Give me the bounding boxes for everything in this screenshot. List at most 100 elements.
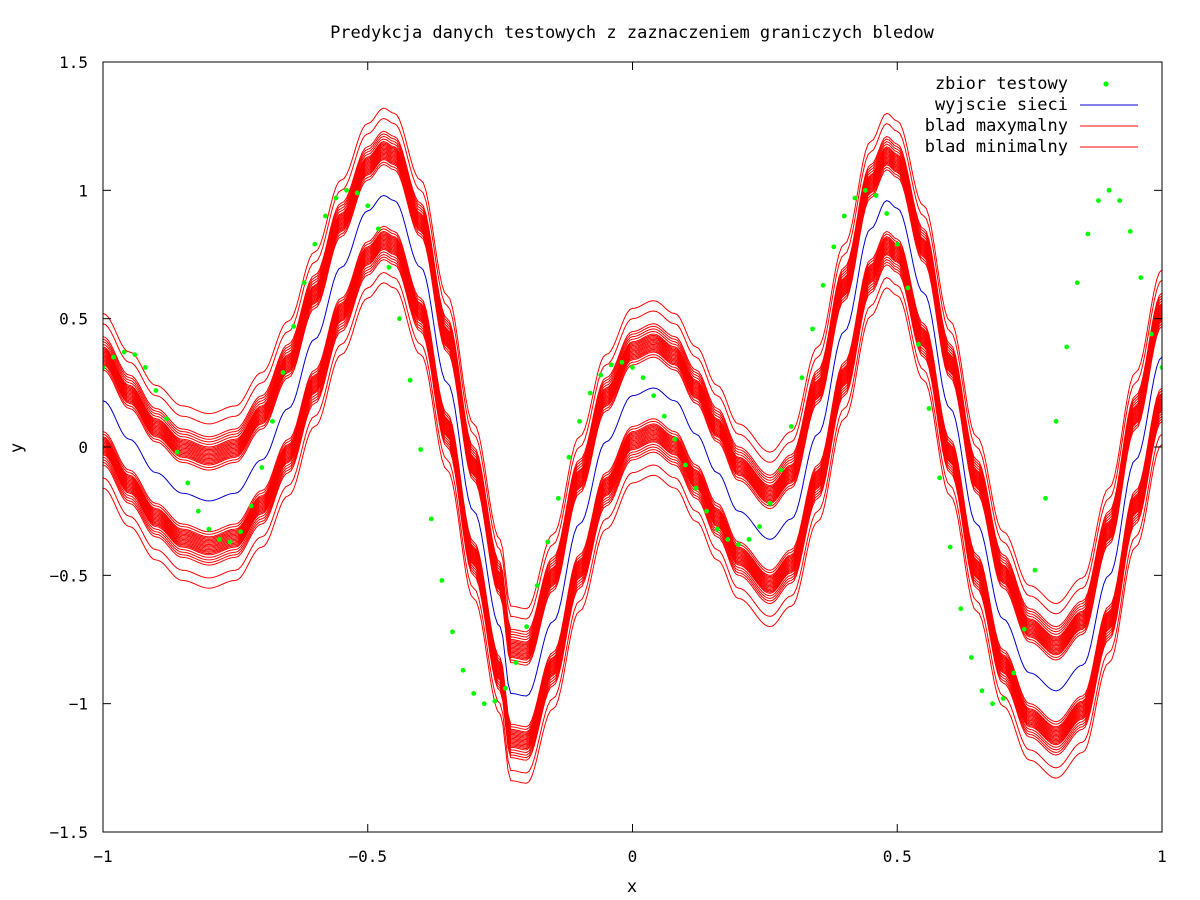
test-point xyxy=(651,393,657,399)
x-tick-label: −0.5 xyxy=(348,847,387,866)
test-point xyxy=(312,241,318,247)
test-point xyxy=(947,544,953,550)
test-point xyxy=(450,629,455,635)
chart-title: Predykcja danych testowych z zaznaczenie… xyxy=(330,23,935,43)
test-point xyxy=(185,480,191,486)
error-max-curve xyxy=(103,117,1162,620)
test-point xyxy=(270,418,275,424)
test-point xyxy=(1053,418,1059,424)
test-point xyxy=(1032,567,1038,573)
test-point xyxy=(746,537,752,542)
error-min-curve xyxy=(103,228,1162,730)
legend-label: blad maxymalny xyxy=(925,116,1068,136)
test-point xyxy=(111,354,116,360)
test-point xyxy=(1000,696,1006,701)
network-output-line xyxy=(103,194,1162,697)
test-point xyxy=(757,524,762,529)
error-max-curve xyxy=(103,133,1162,635)
test-point xyxy=(608,362,614,368)
test-point xyxy=(555,495,561,501)
test-point xyxy=(344,187,349,193)
test-point xyxy=(471,691,477,696)
x-tick-label: 0.5 xyxy=(883,847,912,866)
test-point xyxy=(291,323,297,329)
test-point xyxy=(354,190,360,196)
y-tick-label: 0.5 xyxy=(59,310,88,329)
error-min-curve xyxy=(103,251,1162,753)
test-point xyxy=(121,349,127,355)
test-point xyxy=(503,685,508,691)
test-point xyxy=(492,698,498,704)
test-point xyxy=(174,449,180,455)
test-point xyxy=(587,390,593,396)
error-min-curve xyxy=(103,271,1162,774)
test-point xyxy=(704,508,710,514)
test-point xyxy=(1149,331,1154,337)
test-point xyxy=(810,326,815,332)
test-point xyxy=(598,372,604,378)
test-point xyxy=(153,388,159,393)
test-point xyxy=(1043,495,1048,501)
legend-label: blad minimalny xyxy=(925,137,1068,157)
error-min-curve xyxy=(103,253,1162,756)
x-tick-label: 0 xyxy=(628,847,638,866)
test-point xyxy=(227,539,233,545)
test-point xyxy=(259,465,265,470)
test-point xyxy=(195,508,201,514)
test-point xyxy=(428,516,434,522)
test-point xyxy=(365,203,371,209)
test-point xyxy=(725,537,731,542)
test-point xyxy=(788,424,794,429)
legend-label: zbior testowy xyxy=(935,74,1068,94)
test-point xyxy=(577,418,582,424)
test-point xyxy=(103,365,106,370)
test-point xyxy=(513,660,519,665)
test-point xyxy=(884,211,890,216)
x-tick-label: 1 xyxy=(1157,847,1167,866)
test-point xyxy=(460,667,466,673)
test-point xyxy=(979,688,985,694)
test-point xyxy=(534,583,540,588)
test-point xyxy=(280,370,286,375)
test-point xyxy=(778,467,784,473)
test-point xyxy=(142,365,148,370)
test-point xyxy=(375,226,381,232)
test-point xyxy=(916,341,921,347)
legend-swatch-points xyxy=(1103,81,1109,87)
test-point xyxy=(238,529,244,535)
test-point xyxy=(852,195,858,201)
error-min-curve xyxy=(103,259,1162,761)
test-point xyxy=(619,359,625,365)
test-point xyxy=(672,436,678,442)
test-point xyxy=(661,413,667,419)
test-point xyxy=(990,701,995,707)
test-point xyxy=(1159,365,1162,370)
test-point xyxy=(322,213,328,219)
test-point xyxy=(820,282,826,288)
error-max-curve xyxy=(103,107,1162,610)
error-max-curve xyxy=(103,135,1162,638)
test-point xyxy=(1127,229,1133,234)
test-point xyxy=(863,187,868,193)
error-max-curve xyxy=(103,141,1162,643)
y-tick-label: −1 xyxy=(69,695,88,714)
test-point xyxy=(630,365,635,370)
test-point xyxy=(1011,670,1017,676)
error-min-curve xyxy=(103,282,1162,784)
test-point xyxy=(333,195,339,201)
test-point xyxy=(524,624,529,630)
test-point xyxy=(1096,198,1101,204)
test-point xyxy=(958,606,964,612)
y-tick-label: 1 xyxy=(78,181,88,200)
error-min-curve xyxy=(103,225,1162,728)
test-point xyxy=(640,375,646,381)
error-max-curve xyxy=(103,161,1162,664)
test-point xyxy=(386,264,392,270)
test-point xyxy=(1106,187,1112,193)
test-point xyxy=(683,462,688,468)
error-max-curve xyxy=(103,164,1162,666)
test-point xyxy=(937,475,943,481)
error-min-curve xyxy=(103,248,1162,751)
test-point xyxy=(1117,198,1123,204)
